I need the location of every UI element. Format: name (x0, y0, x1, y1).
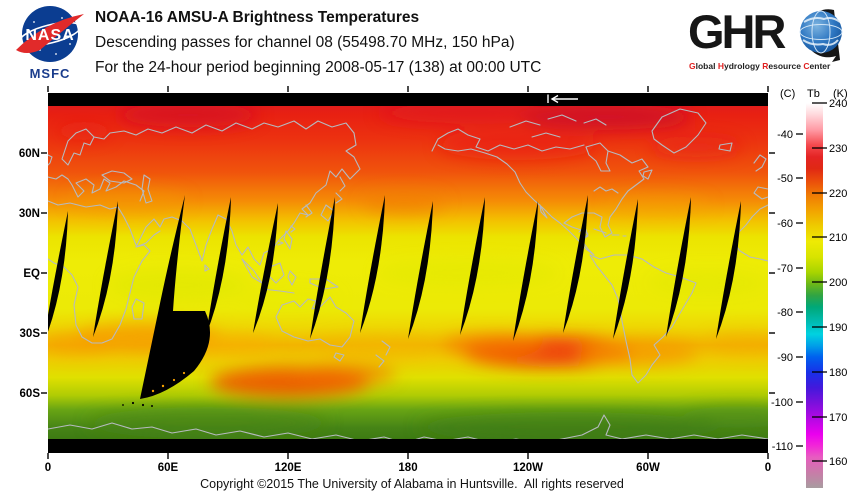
tagline-rest: enter (809, 61, 831, 71)
k-label: 180 (829, 367, 847, 379)
lat-label: 60S (20, 388, 41, 400)
longitude-axis: 0 60E 120E 180 120W 60W 0 (45, 462, 771, 474)
k-label: 210 (829, 232, 847, 244)
k-label: 170 (829, 412, 847, 424)
c-label: -80 (777, 307, 793, 319)
tagline-initial: G (689, 61, 696, 71)
missing-swath-wedge (140, 195, 211, 399)
tagline-rest: lobal (695, 61, 716, 71)
colorbar-quantity: Tb (807, 88, 820, 100)
world-map (48, 93, 768, 453)
wedge-edge-dots (151, 371, 186, 393)
lon-label: 0 (45, 462, 51, 474)
c-label: -70 (777, 263, 793, 275)
swath-gap-sliver (253, 203, 278, 333)
k-label: 240 (829, 98, 847, 110)
colorbar-gradient (806, 103, 823, 488)
swath-gap-sliver (666, 197, 691, 337)
swath-gap-sliver (206, 197, 231, 335)
swath-gap-sliver (360, 195, 385, 333)
ghrc-logo: GHR Global Hydrology Resource Center (686, 6, 852, 76)
k-label: 230 (829, 143, 847, 155)
tagline-initial: R (762, 61, 769, 71)
colorbar-c-ticks (796, 133, 803, 447)
lat-label: 30S (20, 328, 41, 340)
c-label: -100 (771, 397, 793, 409)
colorbar-unit-k: (K) (833, 88, 848, 100)
copyright-notice: Copyright ©2015 The University of Alabam… (200, 477, 624, 491)
swath-gap-sliver (310, 197, 335, 339)
colorbar-c-labels: -40 -50 -60 -70 -80 -90 -100 -110 (771, 129, 793, 453)
c-label: -90 (777, 352, 793, 364)
lat-label: 60N (19, 148, 40, 160)
nasa-meatball-icon: NASA (16, 6, 84, 62)
wedge-speckles (122, 401, 153, 407)
lon-label: 120E (275, 462, 302, 474)
tagline-rest: ydrology (723, 61, 760, 71)
page-title: NOAA-16 AMSU-A Brightness Temperatures (95, 9, 420, 26)
lon-label: 0 (765, 462, 771, 474)
colorbar-k-labels: 240 230 220 210 200 190 180 170 160 (829, 98, 847, 468)
colorbar-k-ticks (812, 102, 827, 462)
k-label: 160 (829, 456, 847, 468)
swath-gap-sliver (563, 195, 588, 333)
lat-label: 30N (19, 208, 40, 220)
latitude-axis: 60N 30N EQ 30S 60S (19, 148, 40, 400)
c-label: -40 (777, 129, 793, 141)
nasa-wordmark: NASA (25, 27, 74, 44)
k-label: 220 (829, 188, 847, 200)
swath-gap-sliver (716, 201, 741, 339)
subtitle-channel: Descending passes for channel 08 (55498.… (95, 34, 515, 51)
c-label: -60 (777, 218, 793, 230)
lon-label: 60W (636, 462, 660, 474)
swath-gap-sliver (48, 211, 68, 332)
subtitle-period: For the 24-hour period beginning 2008-05… (95, 59, 542, 76)
swath-gap-sliver (513, 201, 538, 341)
msfc-label: MSFC (29, 66, 71, 81)
south-polar-gap-bar (48, 439, 768, 453)
k-label: 200 (829, 277, 847, 289)
lon-label: 180 (398, 462, 417, 474)
north-polar-gap-bar (48, 93, 768, 106)
colorbar-unit-c: (C) (780, 88, 795, 100)
axis-ticks (41, 86, 775, 459)
ghrc-wordmark: GHR (688, 5, 786, 58)
swath-gap-sliver (460, 197, 485, 335)
nasa-logo: NASA MSFC (10, 4, 90, 82)
ghrc-tagline: Global Hydrology Resource Center (689, 61, 830, 71)
colorbar: (C) Tb (K) 240 230 220 210 200 190 180 1… (771, 88, 848, 488)
c-label: -110 (772, 441, 793, 453)
ghrc-globe-icon (799, 9, 843, 62)
tagline-initial: H (717, 61, 724, 71)
lat-label: EQ (23, 268, 40, 280)
swath-gap-sliver (408, 201, 433, 339)
swath-gap-sliver (613, 199, 638, 339)
lon-label: 60E (158, 462, 179, 474)
lon-label: 120W (513, 462, 543, 474)
swath-gap-sliver (93, 201, 118, 337)
tagline-rest: esource (768, 61, 802, 71)
c-label: -50 (777, 173, 793, 185)
no-data-swath-gaps (48, 195, 741, 341)
k-label: 190 (829, 322, 847, 334)
tb-anomaly-blobs (48, 103, 768, 442)
scan-direction-arrow-icon (547, 94, 578, 104)
tagline-initial: C (803, 61, 810, 71)
